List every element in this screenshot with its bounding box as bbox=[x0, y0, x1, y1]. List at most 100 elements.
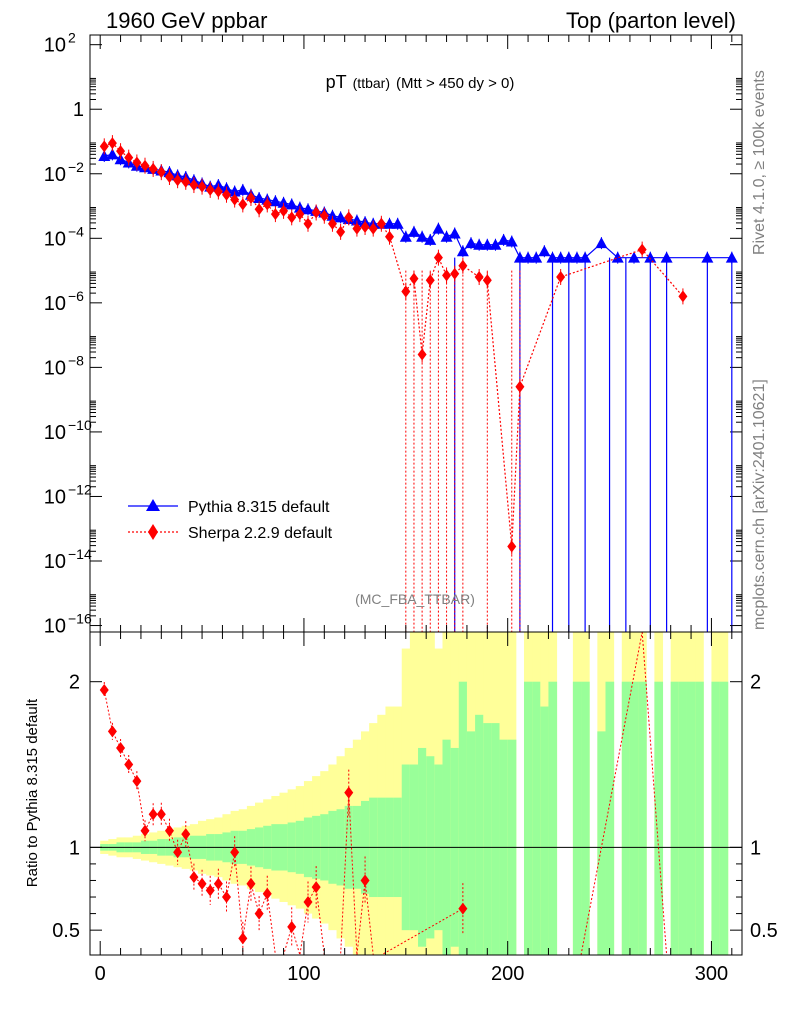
pythia-point bbox=[399, 230, 412, 242]
pythia-point bbox=[432, 222, 445, 234]
sherpa-point bbox=[213, 185, 223, 198]
sherpa-point bbox=[270, 208, 280, 221]
sherpa-ratio-point bbox=[262, 887, 272, 900]
sherpa-point bbox=[556, 271, 566, 284]
legend-pythia-marker bbox=[146, 499, 160, 511]
sherpa-point bbox=[295, 208, 305, 221]
pythia-point bbox=[481, 238, 494, 250]
sherpa-point bbox=[336, 225, 346, 238]
xtick-label: 100 bbox=[287, 963, 320, 985]
band-inner-bin bbox=[686, 681, 696, 955]
pythia-point bbox=[489, 238, 502, 250]
band-inner-bin bbox=[458, 681, 468, 955]
pythia-point bbox=[611, 251, 624, 263]
band-inner-bin bbox=[475, 714, 484, 955]
sherpa-ratio-point bbox=[344, 786, 354, 799]
sherpa-point bbox=[140, 159, 150, 172]
band-inner-bin bbox=[540, 706, 549, 955]
band-inner-bin bbox=[678, 681, 688, 955]
xtick-label: 300 bbox=[695, 963, 728, 985]
sherpa-point bbox=[164, 170, 174, 183]
pythia-point bbox=[383, 217, 396, 229]
pythia-point bbox=[660, 251, 673, 263]
band-inner-bin bbox=[670, 681, 680, 955]
sherpa-point bbox=[254, 203, 264, 216]
sherpa-ratio-line bbox=[103, 689, 464, 956]
main-ytick-label-exp: 2 bbox=[68, 30, 76, 46]
main-series-layer bbox=[98, 135, 738, 632]
pythia-main-line bbox=[104, 153, 732, 259]
mcplots-label: mcplots.cern.ch [arXiv:2401.10621] bbox=[751, 379, 768, 630]
sherpa-ratio-point bbox=[197, 877, 207, 890]
pythia-point bbox=[269, 195, 282, 207]
plot-title: pT (ttbar) (Mtt > 450 dy > 0) bbox=[326, 72, 515, 92]
sherpa-ratio-point bbox=[148, 808, 158, 821]
ratio-y-axis: 0.5 0.5 1 1 2 2 bbox=[52, 672, 778, 942]
pythia-point bbox=[236, 183, 249, 195]
sherpa-point bbox=[181, 175, 191, 188]
main-frame bbox=[89, 34, 743, 633]
main-ytick-label: 10 bbox=[44, 35, 66, 57]
sherpa-point bbox=[450, 267, 460, 280]
title-main: pT bbox=[326, 72, 347, 92]
main-ytick-label-exp: −12 bbox=[68, 481, 92, 497]
main-ytick-label-exp: −16 bbox=[68, 611, 92, 627]
xtick-label: 0 bbox=[95, 963, 106, 985]
sherpa-point bbox=[238, 198, 248, 211]
sherpa-ratio-point bbox=[116, 741, 126, 754]
sherpa-point bbox=[637, 243, 647, 256]
sherpa-point bbox=[246, 191, 256, 204]
sherpa-point bbox=[376, 217, 386, 230]
main-ytick-label: 10 bbox=[44, 164, 66, 186]
ratio-ytick-label: 2 bbox=[69, 672, 80, 694]
band-inner-bin bbox=[711, 681, 721, 955]
main-ytick-label: 10 bbox=[44, 486, 66, 508]
sherpa-ratio-point bbox=[99, 683, 109, 696]
legend-pythia-label: Pythia 8.315 default bbox=[188, 499, 330, 516]
sherpa-point bbox=[287, 211, 297, 224]
sherpa-point bbox=[197, 180, 207, 193]
band-inner-bin bbox=[532, 681, 541, 955]
sherpa-point bbox=[262, 198, 272, 211]
sherpa-point bbox=[189, 179, 199, 192]
main-ytick-label-base: 10 bbox=[44, 164, 66, 186]
pythia-point bbox=[465, 237, 478, 249]
sherpa-ratio-point bbox=[311, 881, 321, 894]
sherpa-point bbox=[311, 206, 321, 219]
sherpa-ratio-point bbox=[107, 725, 117, 738]
sherpa-point bbox=[409, 272, 419, 285]
sherpa-ratio-point bbox=[205, 884, 215, 897]
sherpa-point bbox=[279, 204, 289, 217]
sherpa-main-line bbox=[104, 142, 684, 547]
main-ytick-label-base: 10 bbox=[44, 357, 66, 379]
sherpa-point bbox=[515, 380, 525, 393]
band-inner-bin bbox=[719, 681, 729, 955]
pythia-point bbox=[505, 235, 518, 247]
sherpa-point bbox=[107, 137, 117, 150]
band-inner-bin bbox=[621, 681, 631, 955]
band-inner-bin bbox=[654, 681, 664, 955]
pythia-point bbox=[285, 198, 298, 210]
main-ytick-label-base: 10 bbox=[44, 616, 66, 638]
pythia-point bbox=[562, 251, 575, 263]
sherpa-point bbox=[132, 156, 142, 169]
sherpa-point bbox=[148, 162, 158, 175]
band-inner-bin bbox=[491, 723, 501, 955]
sherpa-ratio-point bbox=[238, 932, 248, 945]
sherpa-ratio-diag bbox=[580, 631, 643, 956]
sherpa-point bbox=[678, 290, 688, 303]
sherpa-ratio-point bbox=[246, 877, 256, 890]
main-ytick-label-base: 10 bbox=[44, 486, 66, 508]
title-cut: (Mtt > 450 dy > 0) bbox=[396, 75, 514, 92]
band-inner-bin bbox=[483, 723, 492, 955]
pythia-point bbox=[522, 251, 535, 263]
main-ytick-label-base: 10 bbox=[44, 551, 66, 573]
sherpa-ratio-point bbox=[287, 920, 297, 933]
pythia-point bbox=[628, 251, 641, 263]
sherpa-point bbox=[360, 221, 370, 234]
pythia-point bbox=[644, 251, 657, 263]
pythia-point bbox=[253, 191, 266, 203]
band-inner-bin bbox=[605, 681, 615, 955]
